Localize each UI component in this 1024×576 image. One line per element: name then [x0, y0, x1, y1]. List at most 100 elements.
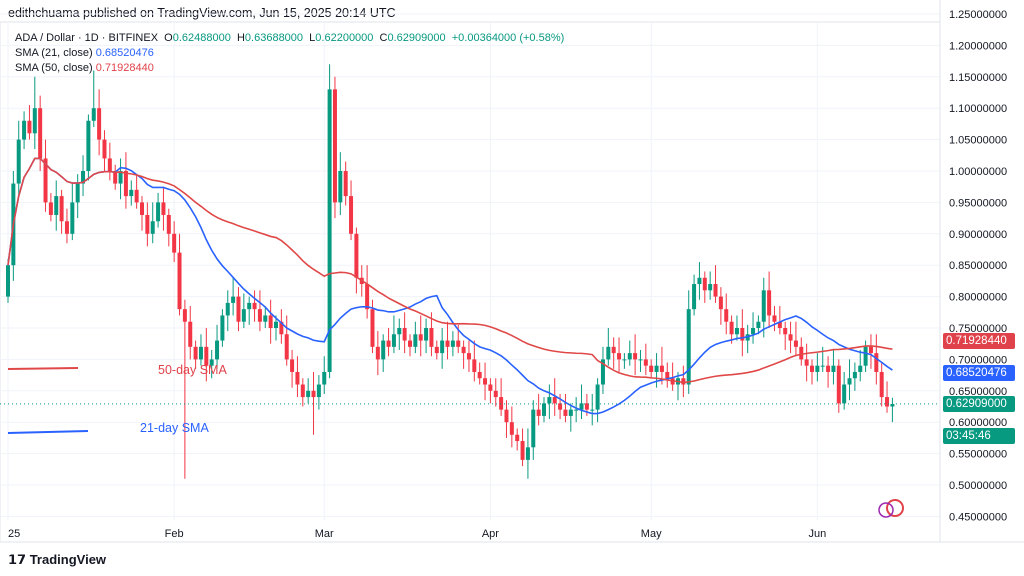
- candle-body: [708, 284, 713, 291]
- candle-body: [236, 296, 241, 322]
- candle-body: [32, 108, 37, 134]
- candle-body: [70, 202, 75, 234]
- candle-body: [472, 359, 477, 372]
- x-tick-label: May: [641, 528, 662, 540]
- y-tick-label: 0.90000000: [949, 229, 1007, 241]
- sma21-price-tag: 0.68520476: [943, 365, 1015, 381]
- candle-body: [402, 328, 407, 341]
- candle-body: [209, 359, 214, 366]
- candle-body: [450, 340, 455, 347]
- candle-body: [166, 214, 171, 234]
- publisher-line: edithchuama published on TradingView.com…: [8, 6, 396, 20]
- candle-body: [600, 359, 605, 385]
- y-tick-label: 0.85000000: [949, 260, 1007, 272]
- candle-body: [606, 346, 611, 360]
- candle-body: [279, 321, 284, 335]
- candle-body: [177, 252, 182, 310]
- candle-body: [777, 321, 782, 328]
- candle-body: [622, 359, 627, 361]
- candle-body: [182, 309, 187, 322]
- chart-legend: ADA / Dollar · 1D · BITFINEX O0.62488000…: [15, 31, 564, 76]
- candle-body: [365, 284, 370, 310]
- sma21-annotation-line: [7, 430, 89, 434]
- y-tick-label: 0.75000000: [949, 323, 1007, 335]
- candle-body: [295, 371, 300, 385]
- candle-body: [188, 321, 193, 347]
- candle-body: [542, 403, 546, 416]
- candle-body: [327, 89, 332, 372]
- candle-body: [767, 290, 772, 316]
- candle-body: [734, 328, 739, 335]
- candle-body: [140, 202, 144, 215]
- sma21-line: [7, 157, 893, 415]
- candle-body: [815, 365, 820, 372]
- candle-body: [568, 409, 573, 416]
- candle-body: [134, 189, 139, 203]
- candle-body: [204, 346, 209, 366]
- candle-body: [643, 359, 648, 366]
- candle-body: [252, 302, 257, 310]
- candle-body: [729, 321, 734, 335]
- candle-body: [424, 328, 429, 341]
- candle-body: [290, 359, 295, 372]
- candle-body: [43, 158, 48, 203]
- candle-body: [751, 328, 756, 335]
- candle-body: [429, 328, 434, 347]
- candle-body: [692, 284, 697, 310]
- candle-body: [793, 340, 798, 347]
- candle-body: [445, 340, 450, 347]
- candle-body: [349, 196, 354, 234]
- y-tick-label: 0.55000000: [949, 449, 1007, 461]
- tradingview-logo[interactable]: 𝟭𝟳 TradingView: [8, 552, 106, 568]
- candle-body: [386, 340, 391, 347]
- candle-body: [274, 321, 278, 328]
- symbol[interactable]: ADA / Dollar · 1D · BITFINEX: [15, 32, 159, 44]
- candle-body: [858, 365, 863, 372]
- candle-body: [231, 296, 236, 303]
- candle-body: [874, 353, 879, 372]
- x-tick-label: Apr: [482, 528, 499, 540]
- candle-body: [515, 434, 520, 442]
- candle-body: [397, 328, 402, 335]
- logo-text: TradingView: [29, 552, 107, 567]
- candle-body: [466, 353, 471, 360]
- x-tick-label: Jun: [808, 528, 826, 540]
- candle-body: [584, 403, 589, 410]
- candle-body: [558, 403, 563, 410]
- candle-body: [123, 171, 128, 197]
- candle-body: [129, 189, 134, 197]
- candle-body: [525, 447, 530, 460]
- y-tick-label: 1.00000000: [949, 166, 1007, 178]
- candle-body: [681, 378, 686, 385]
- high-value: 0.63688000: [244, 32, 304, 44]
- candle-body: [6, 265, 10, 297]
- sma21-label[interactable]: SMA (21, close): [15, 47, 93, 59]
- candle-body: [536, 409, 541, 416]
- candle-body: [316, 384, 321, 398]
- candle-body: [483, 378, 488, 385]
- flag-icon: [886, 499, 904, 517]
- candle-body: [520, 441, 525, 460]
- candle-body: [413, 334, 418, 347]
- candle-body: [756, 321, 761, 328]
- candle-body: [22, 120, 27, 140]
- candle-body: [247, 302, 252, 310]
- candle-body: [332, 89, 337, 203]
- open-value: 0.62488000: [172, 32, 231, 44]
- candle-body: [772, 315, 777, 322]
- candle-body: [836, 365, 841, 404]
- candle-body: [306, 390, 311, 398]
- sma50-label[interactable]: SMA (50, close): [15, 62, 93, 74]
- sma50-line: [7, 157, 893, 384]
- candle-body: [488, 384, 493, 391]
- candle-body: [724, 309, 729, 322]
- candle-body: [879, 371, 884, 398]
- candle-body: [354, 233, 359, 278]
- candle-body: [156, 202, 161, 222]
- low-label: L: [309, 32, 316, 44]
- plot-border: [0, 21, 941, 543]
- candle-body: [86, 120, 91, 171]
- candle-body: [595, 384, 600, 410]
- candle-body: [91, 108, 96, 121]
